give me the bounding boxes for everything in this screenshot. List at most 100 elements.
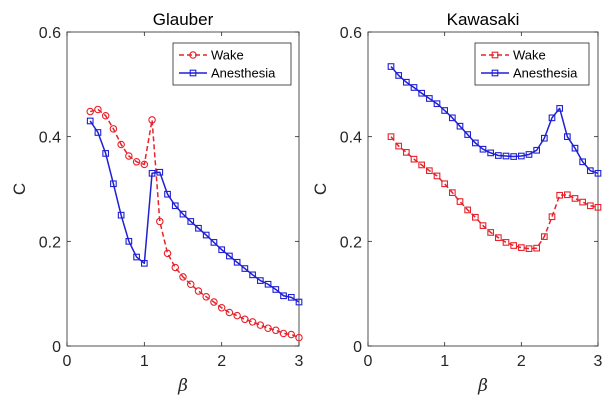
data-point-anesthesia [86, 117, 94, 125]
data-point-anesthesia [148, 169, 156, 177]
legend-label-wake: Wake [513, 48, 546, 63]
data-point-wake [517, 244, 525, 251]
x-tick-label: 1 [140, 353, 149, 370]
legend: Wake Anesthesia [474, 42, 590, 86]
legend-box [474, 42, 590, 86]
data-point-wake [295, 333, 303, 342]
data-point-wake [171, 263, 180, 272]
y-tick-label: 0.6 [340, 25, 362, 42]
data-point-wake [217, 304, 226, 312]
data-point-anesthesia [479, 145, 487, 153]
data-point-wake [233, 311, 241, 320]
data-point-wake [94, 105, 102, 114]
data-point-wake [571, 195, 579, 202]
data-point-wake [202, 293, 210, 301]
data-point-anesthesia [280, 292, 287, 300]
chart-title: Kawasaki [447, 10, 520, 29]
series-wake [86, 105, 303, 342]
data-point-anesthesia [264, 280, 272, 288]
x-tick-label: 1 [440, 353, 449, 370]
data-point-anesthesia [125, 237, 133, 245]
series-line-wake [90, 108, 300, 339]
chart-panel-kawasaki: 0 1 2 3 0 0.2 0.4 0.6 Kawasaki β C Wake Anesthesia [311, 10, 603, 396]
data-point-anesthesia [425, 95, 433, 102]
data-point-wake [563, 191, 571, 199]
data-point-anesthesia [171, 202, 179, 210]
data-point-wake [456, 198, 464, 205]
data-point-anesthesia [94, 129, 102, 136]
data-point-anesthesia [164, 190, 171, 198]
data-point-anesthesia [210, 239, 218, 246]
data-point-anesthesia [395, 72, 403, 79]
data-point-wake [441, 180, 449, 188]
data-point-wake [510, 242, 518, 249]
data-point-anesthesia [226, 252, 233, 260]
chart-panel-glauber: 0 1 2 3 0 0.2 0.4 0.6 Glauber β C Wake Anesthesia [10, 10, 304, 396]
data-point-anesthesia [287, 293, 295, 301]
data-point-wake [109, 125, 118, 133]
x-tick-label: 0 [63, 353, 72, 370]
data-point-anesthesia [241, 265, 249, 272]
data-point-anesthesia [179, 210, 187, 218]
series-line-anesthesia [390, 66, 599, 175]
series-line-wake [390, 136, 599, 250]
data-point-wake [586, 202, 594, 210]
data-point-anesthesia [494, 152, 502, 159]
data-point-anesthesia [464, 131, 472, 138]
series-wake [387, 133, 602, 253]
x-axis-label: β [477, 376, 488, 396]
data-point-wake [163, 249, 172, 258]
data-point-wake [548, 213, 556, 221]
data-point-wake [117, 140, 125, 149]
data-point-wake [540, 233, 548, 240]
data-point-wake [179, 273, 187, 281]
data-point-wake [579, 198, 587, 206]
data-point-wake [132, 158, 141, 166]
data-point-wake [256, 321, 265, 329]
data-point-wake [186, 280, 195, 288]
y-tick-label: 0.4 [39, 130, 61, 147]
data-point-wake [402, 149, 410, 156]
data-point-anesthesia [456, 122, 464, 130]
data-point-wake [425, 167, 433, 175]
data-point-wake [479, 222, 487, 229]
data-point-wake [594, 203, 602, 211]
series-line-anesthesia [89, 120, 300, 303]
data-point-wake [471, 213, 479, 221]
data-point-anesthesia [110, 180, 117, 188]
data-point-wake [433, 172, 441, 180]
data-point-anesthesia [187, 218, 195, 225]
data-point-wake [418, 161, 426, 169]
y-axis-label: C [311, 183, 330, 195]
data-point-wake [387, 133, 395, 141]
data-point-wake [86, 107, 94, 116]
legend-marker-anesthesia [491, 69, 499, 77]
data-point-anesthesia [233, 258, 241, 266]
data-point-anesthesia [102, 150, 110, 157]
legend-marker-wake [491, 51, 499, 59]
data-point-wake [272, 326, 280, 335]
y-tick-label: 0 [52, 339, 61, 356]
data-point-anesthesia [548, 114, 556, 122]
x-tick-label: 2 [517, 353, 526, 370]
series-anesthesia [86, 117, 303, 306]
data-point-anesthesia [218, 246, 226, 254]
data-point-wake [395, 142, 403, 150]
legend: Wake Anesthesia [172, 42, 292, 86]
y-tick-label: 0.4 [340, 130, 362, 147]
data-point-anesthesia [571, 144, 579, 152]
data-point-anesthesia [202, 231, 210, 239]
data-point-wake [264, 324, 272, 332]
data-point-wake [148, 116, 156, 124]
data-point-anesthesia [586, 167, 594, 175]
data-point-anesthesia [272, 286, 280, 293]
data-point-anesthesia [533, 146, 541, 154]
y-tick-label: 0.6 [39, 25, 61, 42]
chart-title: Glauber [153, 10, 214, 29]
data-point-wake [194, 287, 203, 295]
data-point-anesthesia [433, 100, 441, 108]
data-point-wake [140, 160, 149, 169]
data-point-anesthesia [579, 158, 587, 166]
data-point-wake [533, 244, 541, 252]
